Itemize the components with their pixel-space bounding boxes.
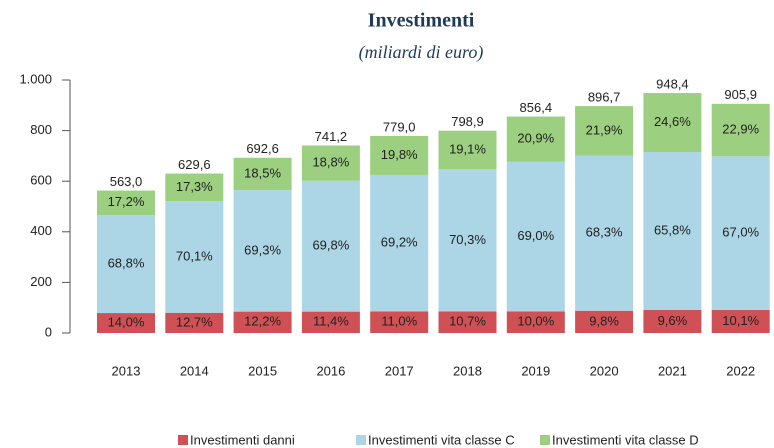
total-label: 779,0 bbox=[383, 119, 416, 134]
segment-label: 18,5% bbox=[244, 165, 281, 180]
x-tick-label: 2016 bbox=[316, 363, 345, 378]
legend-swatch bbox=[356, 435, 366, 445]
bar-segment bbox=[165, 173, 224, 202]
total-label: 896,7 bbox=[588, 90, 621, 105]
x-tick-label: 2022 bbox=[726, 363, 755, 378]
segment-label: 69,2% bbox=[381, 235, 418, 250]
bar-segment bbox=[370, 311, 429, 333]
bar-segment bbox=[575, 155, 634, 311]
total-label: 741,2 bbox=[315, 129, 348, 144]
segment-label: 12,2% bbox=[244, 314, 281, 329]
total-label: 798,9 bbox=[451, 114, 484, 129]
bar-segment bbox=[301, 311, 360, 333]
bar-segment bbox=[711, 156, 770, 310]
bar-segment bbox=[438, 130, 497, 170]
segment-label: 10,1% bbox=[722, 313, 759, 328]
x-tick-label: 2014 bbox=[180, 363, 209, 378]
bar-segment bbox=[97, 190, 155, 216]
segment-label: 18,8% bbox=[312, 155, 349, 170]
bar-segment bbox=[233, 157, 292, 191]
bar-segment bbox=[506, 161, 565, 312]
segment-label: 70,1% bbox=[176, 248, 213, 263]
bar-segment bbox=[233, 190, 292, 312]
y-tick-label: 200 bbox=[30, 274, 52, 289]
bar-segment bbox=[575, 106, 634, 156]
bar-segment bbox=[575, 310, 634, 333]
segment-label: 20,9% bbox=[517, 131, 554, 146]
legend-label: Investimenti vita classe C bbox=[368, 432, 515, 447]
segment-label: 17,2% bbox=[108, 194, 145, 209]
segment-label: 11,4% bbox=[313, 314, 349, 329]
bar-segment bbox=[165, 201, 224, 313]
segment-label: 10,7% bbox=[449, 314, 486, 329]
segment-label: 68,3% bbox=[586, 225, 623, 240]
total-label: 563,0 bbox=[110, 174, 143, 189]
bar-segment bbox=[370, 174, 429, 312]
segment-label: 69,3% bbox=[244, 242, 281, 257]
segment-label: 67,0% bbox=[722, 225, 759, 240]
bar-segment bbox=[643, 309, 702, 333]
legend-swatch bbox=[540, 435, 550, 445]
segment-label: 68,8% bbox=[108, 255, 145, 270]
bar-segment bbox=[97, 215, 155, 314]
y-tick-label: 0 bbox=[45, 324, 52, 339]
x-tick-label: 2017 bbox=[385, 363, 414, 378]
bar-segment bbox=[643, 152, 702, 310]
x-tick-label: 2013 bbox=[112, 363, 141, 378]
chart-subtitle: (miliardi di euro) bbox=[359, 42, 484, 63]
total-label: 905,9 bbox=[724, 87, 757, 102]
bar-segment bbox=[438, 311, 497, 333]
bar-segment bbox=[438, 169, 497, 312]
x-tick-label: 2021 bbox=[658, 363, 687, 378]
chart-title: Investimenti bbox=[368, 10, 475, 32]
legend-label: Investimenti danni bbox=[190, 432, 295, 447]
segment-label: 9,6% bbox=[658, 313, 688, 328]
bar-segment bbox=[711, 103, 770, 157]
bar-segment bbox=[370, 135, 429, 175]
bar-segment bbox=[233, 311, 292, 333]
total-label: 948,4 bbox=[656, 76, 689, 91]
bar-segment bbox=[301, 180, 360, 312]
segment-label: 24,6% bbox=[654, 114, 691, 129]
total-label: 692,6 bbox=[246, 141, 279, 156]
bar-segment bbox=[301, 145, 360, 181]
segment-label: 11,0% bbox=[381, 314, 417, 329]
segment-label: 69,8% bbox=[312, 238, 349, 253]
segment-label: 69,0% bbox=[517, 228, 554, 243]
y-tick-label: 1.000 bbox=[19, 71, 52, 86]
segment-label: 70,3% bbox=[449, 232, 486, 247]
segment-label: 21,9% bbox=[586, 122, 623, 137]
segment-label: 19,1% bbox=[449, 141, 486, 156]
y-tick-label: 800 bbox=[30, 122, 52, 137]
x-tick-label: 2018 bbox=[453, 363, 482, 378]
segment-label: 14,0% bbox=[108, 314, 145, 329]
bar-segment bbox=[97, 313, 155, 333]
segment-label: 10,0% bbox=[517, 314, 554, 329]
bar-segment bbox=[506, 116, 565, 162]
bar-segment bbox=[643, 93, 702, 153]
bar-segment bbox=[711, 309, 770, 333]
total-label: 629,6 bbox=[178, 157, 211, 172]
segment-label: 22,9% bbox=[722, 121, 759, 136]
segment-label: 12,7% bbox=[176, 314, 213, 329]
segment-label: 65,8% bbox=[654, 222, 691, 237]
segment-label: 17,3% bbox=[176, 179, 213, 194]
bar-segment bbox=[165, 312, 224, 333]
y-tick-label: 600 bbox=[30, 173, 52, 188]
segment-label: 19,8% bbox=[381, 147, 418, 162]
x-tick-label: 2019 bbox=[521, 363, 550, 378]
x-tick-label: 2015 bbox=[248, 363, 277, 378]
y-tick-label: 400 bbox=[30, 223, 52, 238]
x-tick-label: 2020 bbox=[590, 363, 619, 378]
bar-segment bbox=[506, 311, 565, 333]
legend-swatch bbox=[178, 435, 188, 445]
segment-label: 9,8% bbox=[589, 313, 619, 328]
total-label: 856,4 bbox=[520, 100, 553, 115]
legend-label: Investimenti vita classe D bbox=[552, 432, 699, 447]
